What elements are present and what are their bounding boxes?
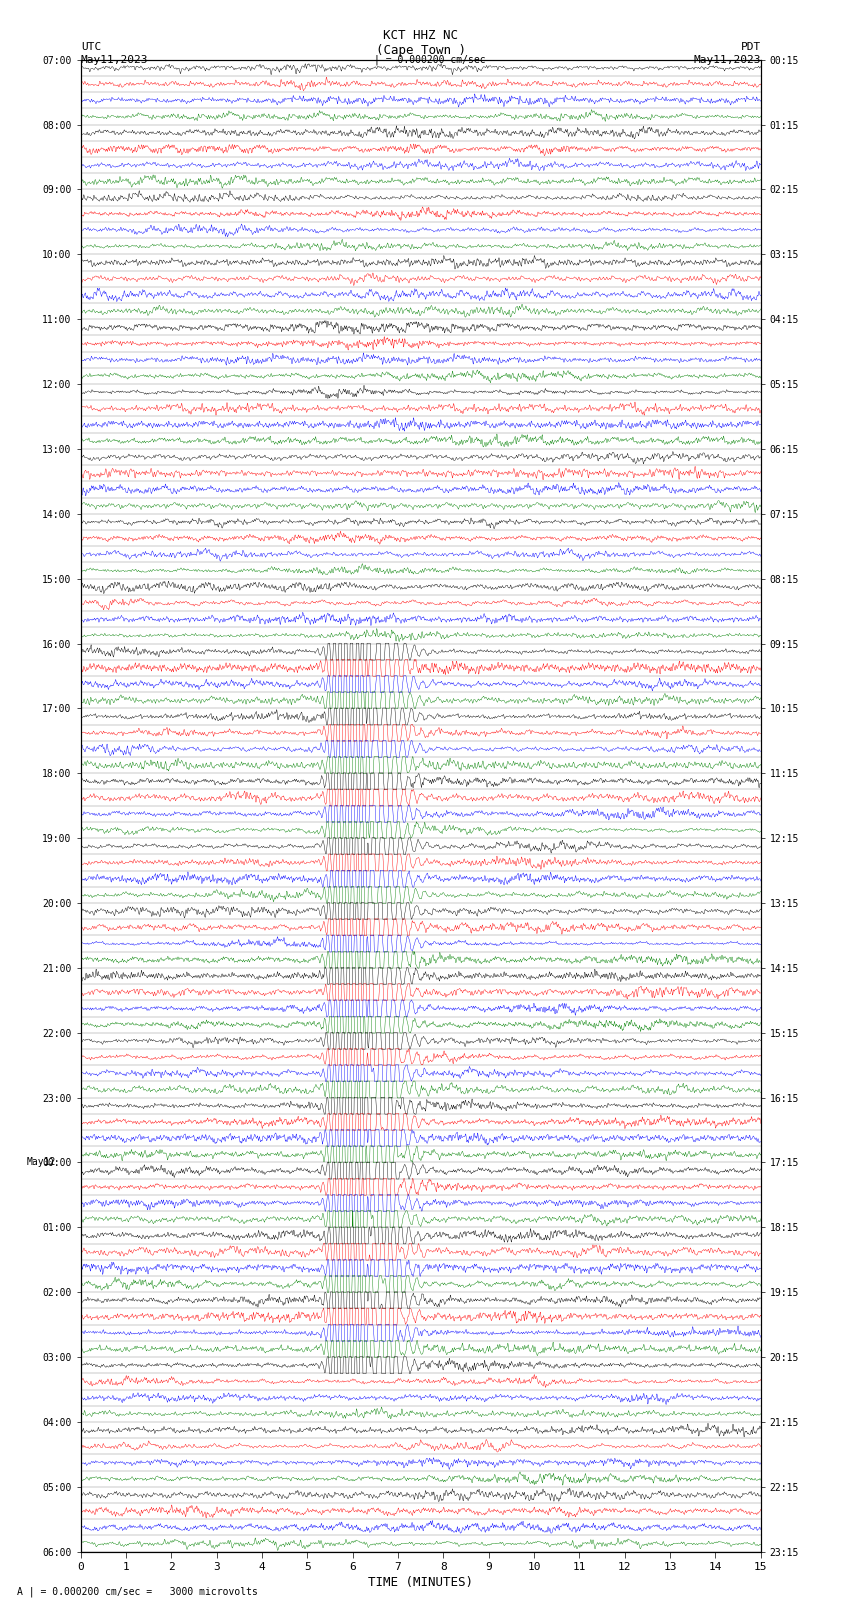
Text: May11,2023: May11,2023 [81,55,148,65]
Text: A | = 0.000200 cm/sec =   3000 microvolts: A | = 0.000200 cm/sec = 3000 microvolts [17,1586,258,1597]
Text: | = 0.000200 cm/sec: | = 0.000200 cm/sec [374,53,485,65]
Title: KCT HHZ NC
(Cape Town ): KCT HHZ NC (Cape Town ) [376,29,466,56]
Text: UTC: UTC [81,42,101,52]
X-axis label: TIME (MINUTES): TIME (MINUTES) [368,1576,473,1589]
Text: May11,2023: May11,2023 [694,55,761,65]
Text: PDT: PDT [740,42,761,52]
Text: May12: May12 [26,1158,56,1168]
